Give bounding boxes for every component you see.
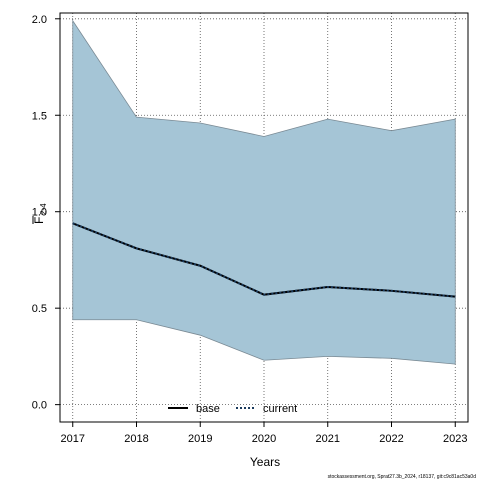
x-tick-label-2019: 2019 [188, 433, 212, 445]
footnote: stockassessment.org, Sprat27.3b_2024, r1… [328, 474, 477, 480]
x-tick-label-2018: 2018 [124, 433, 148, 445]
axes: 2017 2018 2019 2020 2021 2022 2023 0.0 0.5 1.0 1.5… [32, 14, 468, 445]
x-axis-title: Years [250, 455, 280, 469]
series-layer [72, 222, 456, 298]
x-tick-label-2023: 2023 [443, 433, 467, 445]
x-tick-label-2017: 2017 [61, 433, 85, 445]
x-tick-label-2020: 2020 [252, 433, 276, 445]
legend: base current [168, 403, 297, 415]
y-tick-label-0.5: 0.5 [32, 303, 47, 315]
y-tick-label-1.5: 1.5 [32, 110, 47, 122]
series-line-current [72, 222, 456, 298]
x-tick-label-2021: 2021 [316, 433, 340, 445]
y-tick-label-2.0: 2.0 [32, 14, 47, 26]
confidence-band [72, 19, 456, 365]
y-tick-label-1.0: 1.0 [32, 207, 47, 219]
y-axis-title-main: F [32, 217, 46, 224]
y-axis-title: F 2-4 [32, 203, 48, 224]
x-tick-label-2022: 2022 [379, 433, 403, 445]
legend-base-label: base [196, 403, 220, 415]
legend-current-label: current [263, 403, 297, 415]
y-axis-title-sub: 2-4 [39, 203, 48, 215]
y-tick-label-0.0: 0.0 [32, 400, 47, 412]
confidence-band-layer [72, 19, 456, 365]
